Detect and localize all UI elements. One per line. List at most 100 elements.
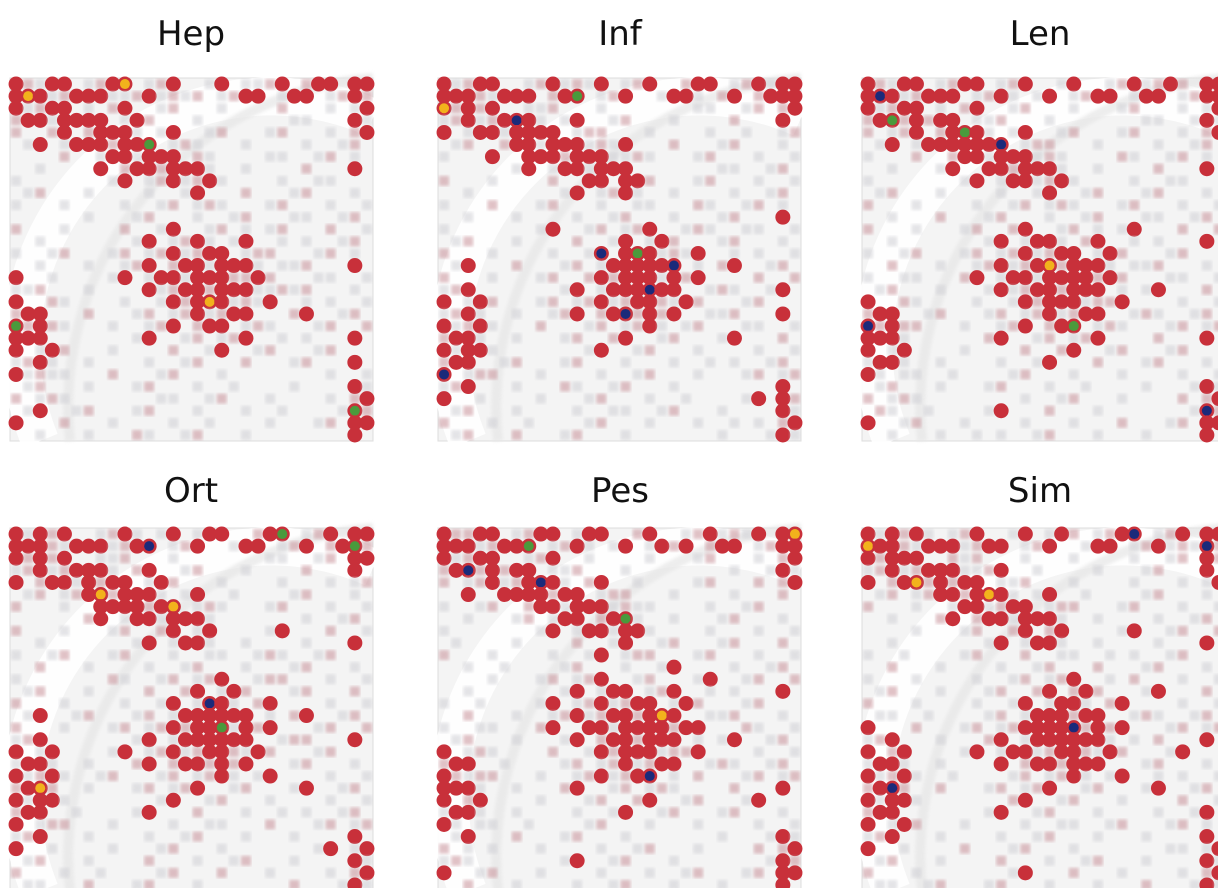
- cell-high: [1017, 865, 1033, 881]
- cell-high: [69, 137, 85, 153]
- cell-high: [93, 124, 109, 140]
- cell-low: [959, 417, 970, 428]
- cell-high: [1090, 282, 1106, 298]
- cell-low: [875, 103, 886, 114]
- cell-high: [872, 112, 888, 128]
- cell-high: [945, 161, 961, 177]
- cell-low: [119, 224, 130, 235]
- cell-low: [959, 553, 970, 564]
- cell-high: [957, 149, 973, 165]
- cell-low: [240, 139, 251, 150]
- cell-low: [119, 613, 130, 624]
- cell-low: [361, 381, 372, 392]
- cell-low: [984, 405, 995, 416]
- cell-low: [996, 115, 1007, 126]
- cell-high: [993, 258, 1009, 274]
- cell-low: [584, 819, 595, 830]
- cell-high: [141, 161, 157, 177]
- cell-low: [23, 529, 34, 540]
- cell-high: [1211, 865, 1218, 881]
- cell-high: [32, 354, 48, 370]
- cell-low: [23, 103, 34, 114]
- cell-low: [572, 260, 583, 271]
- cell-high: [618, 173, 634, 189]
- cell-low: [1020, 541, 1031, 552]
- cell-low: [1105, 529, 1116, 540]
- cell-high: [993, 611, 1009, 627]
- cell-low: [265, 553, 276, 564]
- cell-low: [753, 369, 764, 380]
- cell-low: [656, 807, 667, 818]
- cell-low: [693, 867, 704, 878]
- cell-low: [337, 710, 348, 721]
- cell-accent: [996, 139, 1007, 150]
- cell-high: [1199, 550, 1215, 566]
- cell-high: [8, 841, 24, 857]
- cell-high: [347, 330, 363, 346]
- cell-high: [945, 112, 961, 128]
- cell-low: [608, 698, 619, 709]
- cell-low: [132, 783, 143, 794]
- cell-low: [1044, 429, 1055, 440]
- cell-accent: [632, 248, 643, 259]
- cell-low: [1032, 357, 1043, 368]
- cell-low: [620, 115, 631, 126]
- cell-low: [1020, 345, 1031, 356]
- cell-accent: [1201, 541, 1212, 552]
- cell-low: [361, 879, 372, 888]
- cell-low: [1141, 381, 1152, 392]
- cell-high: [618, 330, 634, 346]
- cell-low: [911, 601, 922, 612]
- cell-low: [240, 637, 251, 648]
- cell-low: [349, 139, 360, 150]
- cell-low: [789, 224, 800, 235]
- cell-low: [439, 601, 450, 612]
- cell-low: [984, 879, 995, 888]
- cell-low: [1092, 686, 1103, 697]
- cell-high: [32, 829, 48, 845]
- cell-high: [933, 112, 949, 128]
- cell-low: [1092, 405, 1103, 416]
- cell-low: [1141, 115, 1152, 126]
- cell-low: [180, 722, 191, 733]
- cell-low: [361, 855, 372, 866]
- cell-low: [729, 686, 740, 697]
- cell-low: [35, 381, 46, 392]
- cell-low: [620, 855, 631, 866]
- cell-low: [777, 369, 788, 380]
- cell-high: [569, 112, 585, 128]
- cell-low: [1141, 686, 1152, 697]
- cell-low: [144, 831, 155, 842]
- cell-low: [265, 746, 276, 757]
- cell-low: [584, 248, 595, 259]
- cell-low: [996, 308, 1007, 319]
- cell-low: [337, 308, 348, 319]
- cell-low: [83, 79, 94, 90]
- cell-high: [642, 732, 658, 748]
- cell-low: [596, 127, 607, 138]
- cell-high: [1066, 76, 1082, 92]
- cell-high: [436, 792, 452, 808]
- cell-low: [1092, 637, 1103, 648]
- cell-low: [1201, 284, 1212, 295]
- cell-high: [921, 562, 937, 578]
- cell-high: [141, 804, 157, 820]
- cell-high: [993, 282, 1009, 298]
- cell-high: [993, 149, 1009, 165]
- cell-low: [789, 151, 800, 162]
- cell-high: [1199, 330, 1215, 346]
- cell-high: [1150, 282, 1166, 298]
- cell-low: [156, 722, 167, 733]
- cell-low: [729, 417, 740, 428]
- cell-accent: [620, 613, 631, 624]
- cell-low: [523, 613, 534, 624]
- cell-low: [1153, 662, 1164, 673]
- cell-accent: [439, 103, 450, 114]
- cell-low: [1177, 577, 1188, 588]
- cell-low: [313, 151, 324, 162]
- cell-low: [620, 321, 631, 332]
- cell-low: [289, 783, 300, 794]
- cell-low: [1105, 650, 1116, 661]
- cell-high: [860, 294, 876, 310]
- cell-low: [47, 127, 58, 138]
